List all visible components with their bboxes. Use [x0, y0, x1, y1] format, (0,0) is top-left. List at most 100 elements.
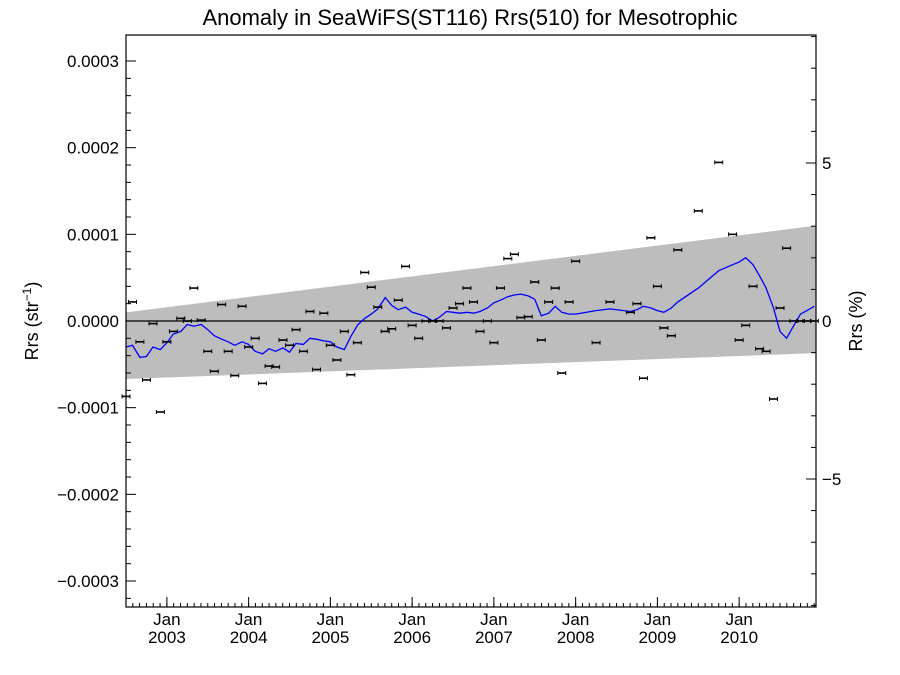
data-point [748, 284, 758, 289]
x-tick-year: 2004 [230, 628, 268, 647]
y-tick-label: 0.0001 [67, 225, 119, 244]
data-point [734, 338, 744, 343]
data-point [728, 232, 738, 237]
data-point [346, 372, 356, 377]
data-point [462, 286, 472, 291]
x-tick-year: 2007 [475, 628, 513, 647]
x-tick-month: Jan [317, 610, 344, 629]
x-tick-year: 2009 [638, 628, 676, 647]
data-point [536, 338, 546, 343]
y-axis-label-superscript: −1 [20, 287, 34, 301]
data-point [482, 319, 492, 323]
data-point [755, 346, 765, 351]
data-point [380, 329, 390, 334]
data-point [646, 235, 656, 240]
data-point [441, 325, 451, 330]
data-point [666, 333, 676, 338]
x-tick-year: 2006 [393, 628, 431, 647]
y-axis-label-left: Rrs (str−1) [20, 282, 42, 361]
data-point [489, 340, 499, 345]
x-tick-month: Jan [725, 610, 752, 629]
y-tick-label: 0.0003 [67, 52, 119, 71]
data-point [782, 246, 792, 251]
data-point [591, 340, 601, 345]
x-axis: Jan2003Jan2004Jan2005Jan2006Jan2007Jan20… [125, 597, 815, 647]
data-point [148, 321, 158, 326]
data-point [217, 302, 227, 307]
x-tick-year: 2005 [311, 628, 349, 647]
data-point [571, 259, 581, 264]
data-point [659, 325, 669, 330]
smoothed-anomaly-line [125, 256, 815, 359]
x-tick-month: Jan [562, 610, 589, 629]
x-tick-month: Jan [480, 610, 507, 629]
data-point [135, 339, 145, 344]
data-point [673, 247, 683, 252]
y-axis-label-right: Rrs (%) [846, 291, 866, 352]
data-point [305, 309, 315, 314]
data-point [693, 208, 703, 213]
y-axis-label-text: Rrs (str [22, 301, 42, 360]
data-point [714, 160, 724, 165]
data-point [319, 311, 329, 316]
data-point [332, 358, 342, 362]
data-point [503, 256, 513, 261]
data-point [387, 326, 397, 331]
y-tick-label: −0.0001 [57, 399, 119, 418]
data-point [495, 286, 505, 291]
data-point [176, 316, 186, 321]
data-point [250, 336, 260, 341]
data-point [278, 338, 288, 343]
data-point [298, 349, 308, 354]
data-point [141, 377, 151, 382]
data-point [325, 343, 335, 348]
data-point [544, 299, 554, 304]
data-point [393, 298, 403, 303]
data-point [230, 373, 240, 378]
data-point [475, 329, 485, 334]
x-tick-year: 2010 [720, 628, 758, 647]
data-point [775, 306, 785, 310]
data-point [401, 264, 411, 269]
data-point [455, 301, 465, 306]
right-tick-label: 5 [822, 154, 831, 173]
data-point [523, 314, 533, 319]
data-point [182, 319, 192, 323]
data-point [209, 369, 219, 374]
data-point [373, 305, 383, 310]
data-point [557, 371, 567, 375]
data-point [291, 327, 301, 332]
x-tick-month: Jan [153, 610, 180, 629]
data-point [625, 310, 635, 315]
data-point [605, 299, 615, 304]
data-point [237, 304, 247, 309]
data-point [550, 286, 560, 291]
data-point [244, 345, 254, 349]
y-tick-label: 0.0002 [67, 139, 119, 158]
smoothed-line-layer [125, 256, 815, 359]
x-tick-month: Jan [398, 610, 425, 629]
data-point [155, 410, 165, 414]
data-point [352, 340, 362, 345]
y-tick-label: −0.0002 [57, 485, 119, 504]
x-tick-month: Jan [235, 610, 262, 629]
data-point [339, 329, 349, 334]
data-point [761, 349, 771, 354]
right-tick-label: −5 [822, 470, 841, 489]
data-point [414, 336, 424, 341]
data-point [741, 323, 751, 328]
y-axis-label-close: ) [22, 282, 42, 288]
data-point [407, 323, 417, 328]
data-point [203, 349, 213, 354]
data-point [768, 397, 778, 401]
left-y-axis: 0.0003 0.0002 0.0001 0.0000 −0.0001 −0.0002 −0… [57, 52, 136, 599]
data-point [448, 306, 458, 310]
data-point [360, 270, 370, 275]
data-point [196, 318, 206, 323]
data-point [434, 319, 444, 323]
right-tick-label: 0 [822, 312, 831, 331]
chart-title: Anomaly in SeaWiFS(ST116) Rrs(510) for M… [202, 5, 737, 30]
data-point [652, 284, 662, 289]
data-point [311, 367, 321, 372]
